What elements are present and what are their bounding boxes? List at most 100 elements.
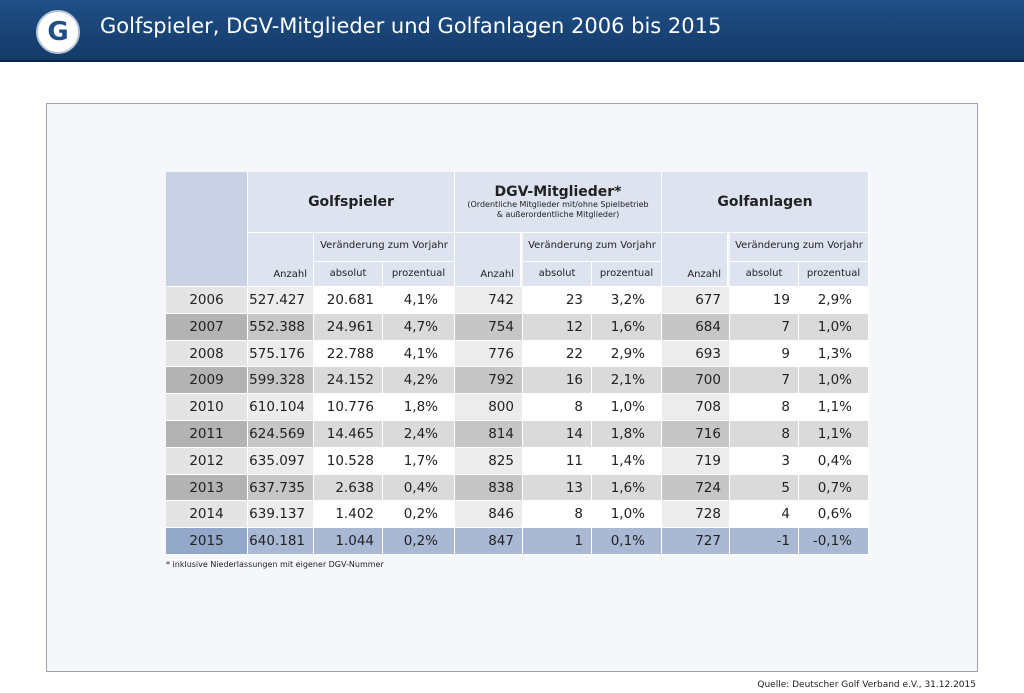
- value-cell: 24.152: [314, 367, 383, 395]
- year-cell: 2009: [166, 367, 248, 395]
- value-cell: 1: [523, 528, 592, 555]
- value-cell: 20.681: [314, 287, 383, 314]
- source: Quelle: Deutscher Golf Verband e.V., 31.…: [757, 680, 976, 690]
- value-cell: 2.638: [314, 474, 383, 502]
- footnote: * inklusive Niederlassungen mit eigener …: [166, 560, 384, 569]
- group-header: Golfspieler: [248, 172, 455, 233]
- value-cell: 0,2%: [383, 528, 455, 555]
- value-cell: 2,4%: [383, 421, 455, 448]
- value-cell: 800: [455, 394, 523, 421]
- change-header: Veränderung zum Vorjahr: [523, 233, 662, 262]
- value-cell: 14.465: [314, 421, 383, 448]
- value-cell: 10.528: [314, 447, 383, 475]
- group-subtitle: & außerordentliche Mitglieder): [496, 210, 620, 219]
- value-cell: 4,7%: [383, 313, 455, 341]
- value-cell: 0,4%: [799, 447, 869, 475]
- group-title: Golfspieler: [308, 194, 394, 210]
- value-cell: 754: [455, 313, 523, 341]
- page-title: Golfspieler, DGV-Mitglieder und Golfanla…: [100, 14, 722, 38]
- value-cell: 825: [455, 447, 523, 475]
- year-cell: 2015: [166, 528, 248, 555]
- column-header: prozentual: [799, 262, 869, 287]
- value-cell: 599.328: [248, 367, 314, 395]
- value-cell: 1,8%: [383, 394, 455, 421]
- value-cell: 2,9%: [799, 287, 869, 314]
- year-cell: 2007: [166, 313, 248, 341]
- column-header: prozentual: [592, 262, 662, 287]
- value-cell: 0,7%: [799, 474, 869, 502]
- value-cell: 700: [662, 367, 730, 395]
- value-cell: 1,3%: [799, 340, 869, 368]
- value-cell: 635.097: [248, 447, 314, 475]
- value-cell: 4,1%: [383, 287, 455, 314]
- value-cell: 10.776: [314, 394, 383, 421]
- year-cell: 2010: [166, 394, 248, 421]
- value-cell: 1,0%: [799, 313, 869, 341]
- value-cell: 12: [523, 313, 592, 341]
- value-cell: 776: [455, 340, 523, 368]
- value-cell: 684: [662, 313, 730, 341]
- value-cell: 1,1%: [799, 421, 869, 448]
- value-cell: 677: [662, 287, 730, 314]
- value-cell: 838: [455, 474, 523, 502]
- group-header: Golfanlagen: [662, 172, 869, 233]
- value-cell: -0,1%: [799, 528, 869, 555]
- value-cell: 1,0%: [592, 501, 662, 529]
- value-cell: 9: [730, 340, 799, 368]
- year-cell: 2014: [166, 501, 248, 529]
- value-cell: 5: [730, 474, 799, 502]
- value-cell: 693: [662, 340, 730, 368]
- year-cell: 2012: [166, 447, 248, 475]
- value-cell: 727: [662, 528, 730, 555]
- value-cell: 637.735: [248, 474, 314, 502]
- group-subtitle: (Ordentliche Mitglieder mit/ohne Spielbe…: [467, 200, 649, 209]
- value-cell: 610.104: [248, 394, 314, 421]
- logo: G: [36, 10, 80, 54]
- value-cell: 719: [662, 447, 730, 475]
- header-bar: G Golfspieler, DGV-Mitglieder und Golfan…: [0, 0, 1024, 62]
- value-cell: 0,2%: [383, 501, 455, 529]
- value-cell: 2,1%: [592, 367, 662, 395]
- value-cell: 4: [730, 501, 799, 529]
- corner-cell: [166, 172, 248, 287]
- group-header: DGV-Mitglieder* (Ordentliche Mitglieder m…: [455, 172, 662, 233]
- value-cell: 1,0%: [799, 367, 869, 395]
- value-cell: 22.788: [314, 340, 383, 368]
- value-cell: 11: [523, 447, 592, 475]
- value-cell: 552.388: [248, 313, 314, 341]
- value-cell: 8: [523, 394, 592, 421]
- value-cell: 0,1%: [592, 528, 662, 555]
- value-cell: -1: [730, 528, 799, 555]
- value-cell: 847: [455, 528, 523, 555]
- value-cell: 1.044: [314, 528, 383, 555]
- value-cell: 8: [730, 421, 799, 448]
- value-cell: 1,6%: [592, 474, 662, 502]
- change-header: Veränderung zum Vorjahr: [314, 233, 455, 262]
- value-cell: 22: [523, 340, 592, 368]
- value-cell: 16: [523, 367, 592, 395]
- value-cell: 7: [730, 313, 799, 341]
- value-cell: 7: [730, 367, 799, 395]
- value-cell: 716: [662, 421, 730, 448]
- value-cell: 639.137: [248, 501, 314, 529]
- change-header: Veränderung zum Vorjahr: [730, 233, 869, 262]
- value-cell: 0,6%: [799, 501, 869, 529]
- value-cell: 4,1%: [383, 340, 455, 368]
- column-header: Anzahl: [455, 233, 521, 287]
- year-cell: 2011: [166, 421, 248, 448]
- value-cell: 624.569: [248, 421, 314, 448]
- column-header: prozentual: [383, 262, 455, 287]
- value-cell: 1,1%: [799, 394, 869, 421]
- value-cell: 742: [455, 287, 523, 314]
- value-cell: 8: [730, 394, 799, 421]
- group-title: Golfanlagen: [717, 194, 813, 210]
- value-cell: 0,4%: [383, 474, 455, 502]
- value-cell: 23: [523, 287, 592, 314]
- column-header: Anzahl: [662, 233, 728, 287]
- value-cell: 1,4%: [592, 447, 662, 475]
- value-cell: 14: [523, 421, 592, 448]
- value-cell: 1,7%: [383, 447, 455, 475]
- value-cell: 19: [730, 287, 799, 314]
- value-cell: 708: [662, 394, 730, 421]
